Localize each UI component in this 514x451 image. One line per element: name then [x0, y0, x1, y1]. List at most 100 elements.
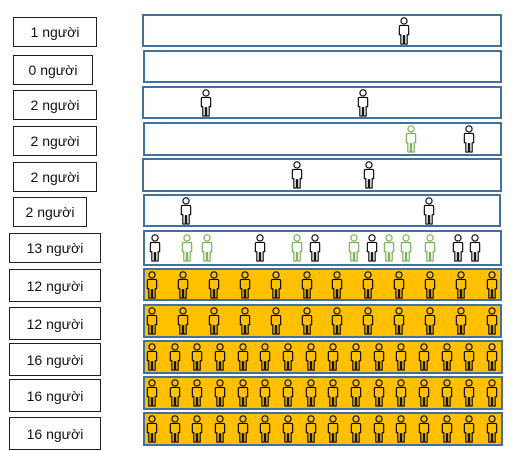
row-label: 0 người [13, 55, 93, 85]
person-icon [357, 89, 369, 117]
person-icon [291, 161, 303, 190]
person-icon [208, 307, 220, 336]
person-icon [169, 415, 181, 444]
row-bar [143, 304, 502, 338]
person-icon [146, 307, 158, 336]
person-icon [149, 234, 161, 264]
person-icon [191, 379, 203, 408]
person-icon [327, 379, 339, 408]
person-icon [305, 379, 317, 408]
person-icon [282, 343, 294, 372]
person-icon [418, 379, 430, 408]
person-icon [362, 271, 374, 299]
person-icon [373, 415, 385, 444]
person-icon [214, 343, 226, 372]
person-icon [259, 343, 271, 372]
row-bar [143, 194, 501, 227]
person-icon [424, 271, 436, 299]
person-icon [237, 379, 249, 408]
person-icon [208, 271, 220, 299]
person-icon [327, 415, 339, 444]
person-icon [362, 307, 374, 336]
person-icon [177, 307, 189, 336]
person-icon [254, 234, 266, 264]
person-icon [309, 234, 321, 264]
row-bar [142, 86, 502, 119]
person-icon [305, 343, 317, 372]
row-bar [142, 158, 502, 192]
person-icon [424, 234, 436, 264]
person-icon [373, 379, 385, 408]
person-icon [441, 379, 453, 408]
person-icon [237, 343, 249, 372]
person-icon [486, 379, 498, 408]
person-icon [331, 307, 343, 336]
person-icon [455, 307, 467, 336]
person-icon [291, 234, 303, 264]
person-icon [441, 343, 453, 372]
person-icon [486, 307, 498, 336]
person-icon [418, 343, 430, 372]
person-icon [201, 234, 213, 264]
person-icon [169, 343, 181, 372]
person-icon [259, 379, 271, 408]
person-icon [259, 415, 271, 444]
person-icon [486, 343, 498, 372]
person-icon [146, 379, 158, 408]
person-icon [393, 307, 405, 336]
person-icon [270, 271, 282, 299]
person-icon [237, 415, 249, 444]
person-icon [463, 379, 475, 408]
person-icon [214, 379, 226, 408]
person-icon [418, 415, 430, 444]
row-label: 13 người [9, 233, 101, 263]
person-icon [395, 415, 407, 444]
person-icon [305, 415, 317, 444]
row-label: 2 người [13, 162, 97, 192]
person-icon [348, 234, 360, 264]
row-label: 1 người [13, 17, 97, 47]
person-icon [393, 271, 405, 299]
person-icon [270, 307, 282, 336]
person-icon [455, 271, 467, 299]
person-icon [191, 415, 203, 444]
person-icon [383, 234, 395, 264]
row-label: 16 người [9, 379, 101, 412]
person-icon [441, 415, 453, 444]
person-icon [395, 343, 407, 372]
row-label: 2 người [13, 90, 97, 120]
person-icon [423, 197, 435, 225]
person-icon [400, 234, 412, 264]
person-icon [350, 343, 362, 372]
person-icon [350, 379, 362, 408]
row-label: 16 người [9, 343, 101, 376]
person-icon [452, 234, 464, 264]
person-icon [200, 89, 212, 117]
row-bar [143, 50, 502, 83]
person-icon [469, 234, 481, 264]
row-bar [143, 376, 503, 410]
person-icon [282, 415, 294, 444]
row-bar [143, 412, 503, 446]
person-icon [239, 307, 251, 336]
person-icon [177, 271, 189, 299]
person-icon [301, 271, 313, 299]
person-icon [146, 415, 158, 444]
person-icon [191, 343, 203, 372]
row-bar [143, 122, 502, 156]
row-label: 12 người [9, 269, 101, 302]
person-icon [146, 271, 158, 299]
person-icon [181, 234, 193, 264]
row-bar [143, 268, 502, 301]
row-label: 2 người [13, 126, 97, 156]
person-icon [239, 271, 251, 299]
person-icon [395, 379, 407, 408]
row-bar [143, 340, 503, 374]
person-icon [363, 161, 375, 190]
row-bar [143, 230, 502, 266]
person-icon [463, 125, 475, 154]
person-icon [424, 307, 436, 336]
person-icon [373, 343, 385, 372]
person-icon [146, 343, 158, 372]
person-icon [405, 125, 417, 154]
